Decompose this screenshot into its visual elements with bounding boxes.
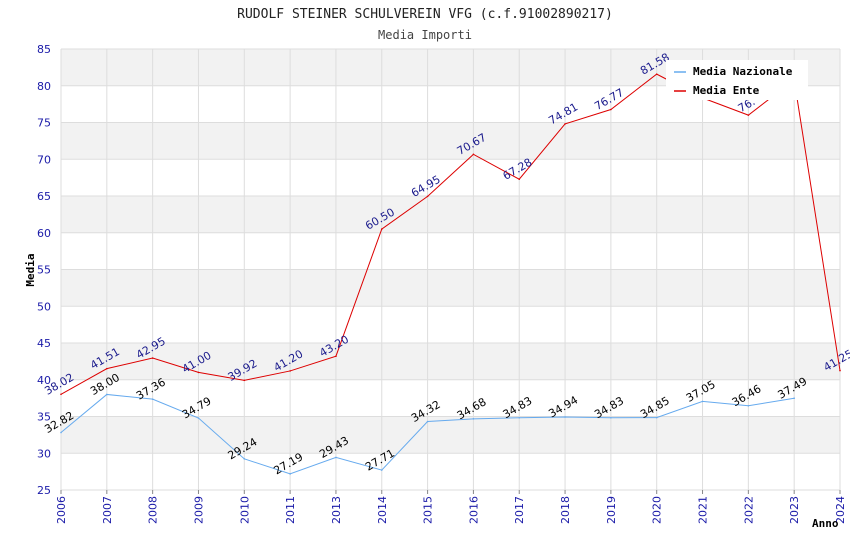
legend: Media Nazionale Media Ente (666, 60, 808, 100)
x-tick-label: 2006 (55, 496, 68, 524)
legend-label-media-nazionale: Media Nazionale (693, 65, 793, 78)
data-point (60, 431, 62, 434)
x-tick-label: 2019 (605, 496, 618, 524)
x-tick-label: 2022 (742, 496, 755, 524)
y-tick-label: 65 (37, 190, 51, 203)
data-point (60, 393, 62, 396)
data-point (793, 397, 795, 399)
data-point (518, 178, 521, 181)
x-tick-label: 2023 (788, 496, 801, 524)
data-point (426, 420, 429, 423)
background-band (61, 416, 840, 454)
data-point (564, 416, 566, 418)
y-tick-label: 40 (37, 374, 51, 387)
data-point (701, 400, 704, 403)
legend-label-media-ente: Media Ente (693, 84, 760, 97)
x-axis-ticks: 2006 2007 2008 2009 2010 2011 2013 2014 2015 2016… (55, 496, 847, 524)
y-tick-label: 60 (37, 227, 51, 240)
data-point (380, 469, 383, 471)
data-point (839, 369, 841, 372)
y-tick-label: 80 (37, 80, 51, 93)
data-point (610, 108, 612, 111)
data-point (106, 393, 108, 396)
data-point (197, 371, 200, 374)
y-tick-label: 30 (37, 447, 51, 460)
data-point (747, 114, 750, 116)
background-band (61, 159, 840, 196)
background-band (61, 453, 840, 490)
x-tick-label: 2016 (467, 496, 480, 524)
background-band (61, 232, 840, 270)
y-axis-ticks: 25 30 35 40 45 50 55 60 65 70 75 80 85 (37, 43, 51, 497)
data-point (289, 473, 291, 475)
y-tick-label: 25 (37, 484, 51, 497)
y-tick-label: 70 (37, 153, 51, 166)
background-band (61, 122, 840, 160)
x-tick-label: 2008 (147, 496, 160, 524)
data-point (106, 367, 108, 370)
data-point (518, 416, 521, 419)
background-band (61, 306, 840, 343)
series-lines (60, 73, 841, 475)
gridlines (60, 48, 841, 494)
x-tick-label: 2011 (284, 496, 297, 524)
data-point (243, 379, 246, 382)
y-tick-label: 55 (37, 264, 51, 277)
x-axis-title: Anno (812, 517, 839, 530)
chart-subtitle: Media Importi (378, 28, 472, 42)
x-tick-label: 2013 (330, 496, 343, 524)
background-band (61, 343, 840, 380)
data-point (289, 370, 291, 372)
y-tick-label: 35 (37, 411, 51, 424)
data-point (335, 456, 337, 459)
data-point (472, 153, 475, 156)
x-tick-label: 2017 (513, 496, 526, 524)
y-tick-label: 50 (37, 300, 51, 313)
data-point (655, 73, 658, 75)
data-point (197, 417, 200, 419)
x-tick-label: 2024 (834, 496, 847, 524)
legend-box (666, 60, 808, 100)
data-point (335, 355, 337, 358)
chart-title: RUDOLF STEINER SCHULVEREIN VFG (c.f.9100… (237, 7, 613, 22)
y-axis-title: Media (24, 253, 37, 286)
data-point (472, 418, 475, 420)
data-point (380, 228, 383, 230)
series-line-media-ente (60, 73, 841, 395)
data-point (610, 416, 612, 419)
x-tick-label: 2020 (651, 496, 664, 524)
y-tick-label: 85 (37, 43, 51, 56)
data-point (243, 458, 246, 460)
x-tick-label: 2018 (559, 496, 572, 524)
background-band (61, 379, 840, 417)
data-point (151, 398, 154, 400)
background-band (61, 196, 840, 233)
x-tick-label: 2015 (422, 496, 435, 524)
x-tick-label: 2009 (192, 496, 205, 524)
x-tick-label: 2014 (376, 496, 389, 524)
x-tick-label: 2010 (238, 496, 251, 524)
y-tick-label: 45 (37, 337, 51, 350)
x-tick-label: 2021 (697, 496, 710, 524)
data-point (747, 404, 750, 407)
background-band (61, 269, 840, 307)
x-tick-label: 2007 (101, 496, 114, 524)
data-point (655, 416, 658, 419)
data-point (151, 357, 154, 359)
data-point (426, 195, 429, 198)
data-point (564, 123, 566, 125)
y-tick-label: 75 (37, 117, 51, 130)
